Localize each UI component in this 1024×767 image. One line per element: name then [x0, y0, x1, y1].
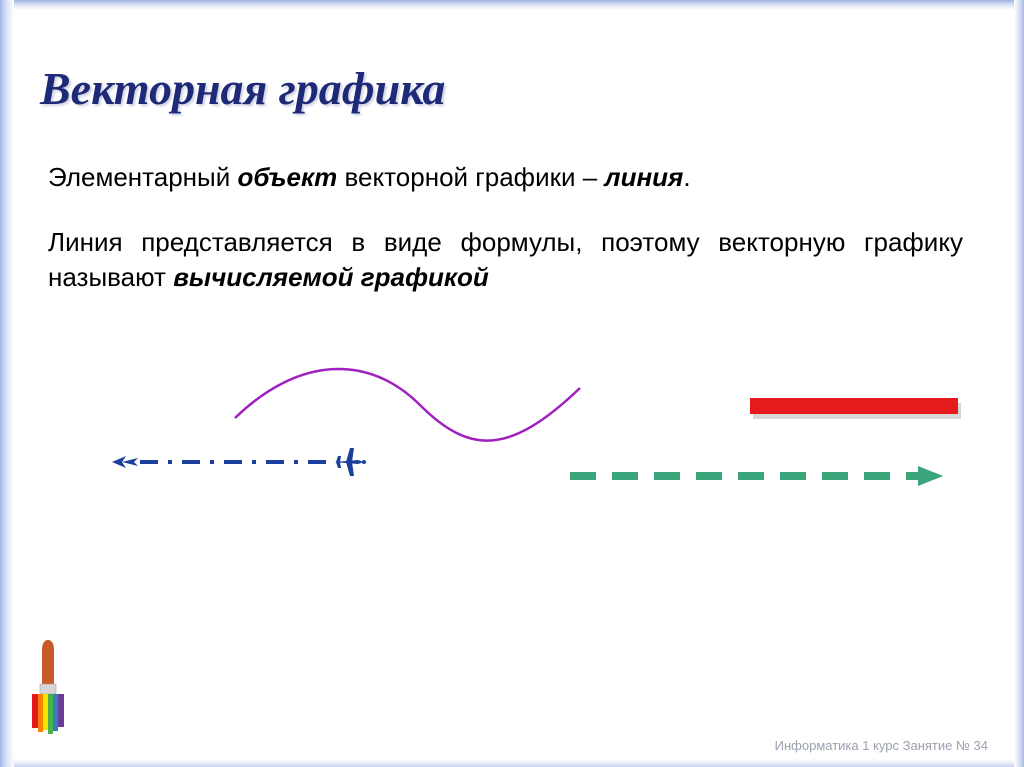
- rocket-icon: [112, 456, 138, 468]
- purple-curve-line: [235, 369, 580, 441]
- frame-right: [1014, 0, 1024, 767]
- p1-bold-1: объект: [237, 162, 337, 192]
- p2-bold: вычисляемой графикой: [173, 262, 489, 292]
- illustration-svg: [0, 0, 1024, 767]
- frame-bottom: [0, 759, 1024, 767]
- green-arrowhead-icon: [918, 466, 943, 486]
- p1-mid: векторной графики –: [337, 162, 604, 192]
- p1-bold-2: линия: [604, 162, 683, 192]
- red-bar-shadow: [753, 403, 961, 419]
- page-title: Векторная графика: [40, 62, 445, 115]
- paintbrush-icon: [32, 640, 64, 734]
- frame-top: [0, 0, 1024, 10]
- plane-icon: [334, 448, 366, 476]
- red-bar-line: [750, 398, 958, 414]
- paragraph-2: Линия представляется в виде формулы, поэ…: [48, 225, 963, 295]
- frame-left: [0, 0, 14, 767]
- p1-pre: Элементарный: [48, 162, 237, 192]
- p1-post: .: [683, 162, 690, 192]
- body-text: Элементарный объект векторной графики – …: [48, 160, 963, 295]
- paragraph-1: Элементарный объект векторной графики – …: [48, 160, 963, 195]
- footer-text: Информатика 1 курс Занятие № 34: [775, 738, 988, 753]
- slide: Векторная графика Элементарный объект ве…: [0, 0, 1024, 767]
